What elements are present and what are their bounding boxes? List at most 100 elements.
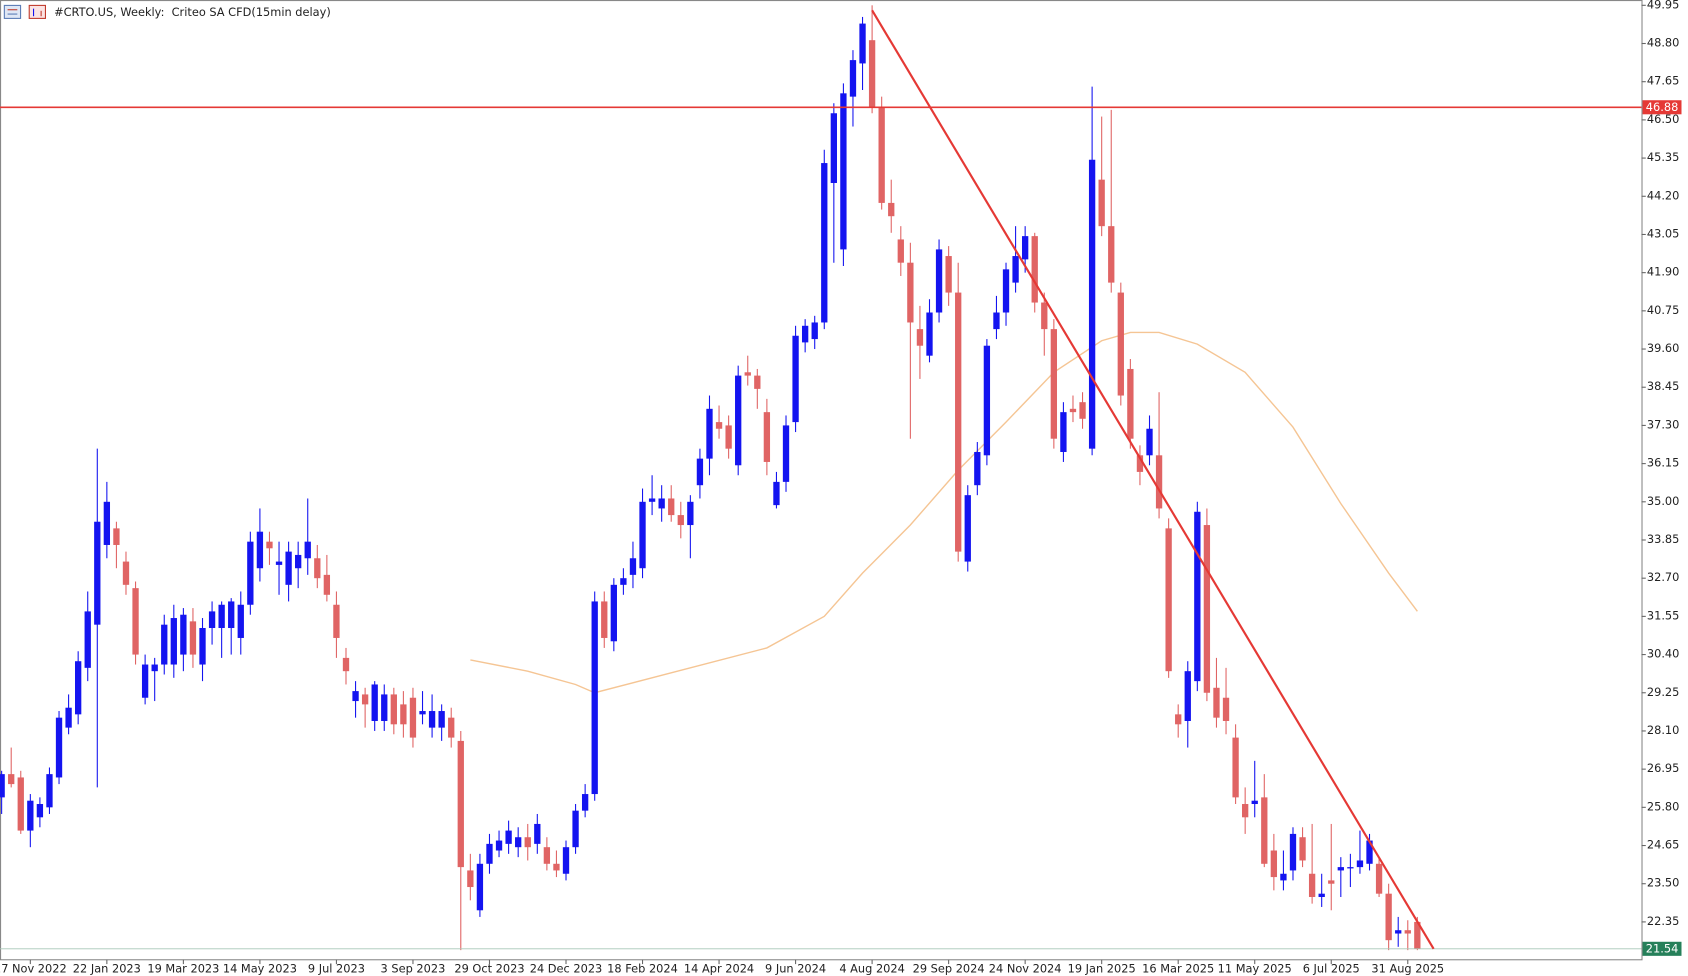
x-tick-label: 14 May 2023 — [223, 962, 297, 976]
candle-body — [314, 558, 321, 579]
candle-body — [821, 163, 828, 323]
candle-body — [955, 292, 962, 552]
candle-body — [1127, 368, 1134, 439]
last-price-label: 21.54 — [1646, 941, 1679, 955]
candle-body — [94, 521, 101, 625]
toolbar-icons[interactable] — [3, 4, 46, 19]
candle-body — [486, 843, 493, 864]
candle-body — [601, 601, 608, 638]
candle-body — [419, 711, 426, 715]
candle-body — [1050, 329, 1058, 439]
candle-body — [1366, 840, 1373, 864]
candle-body — [285, 551, 292, 585]
x-tick-label: 24 Nov 2024 — [989, 962, 1062, 976]
x-tick-label: 31 Aug 2025 — [1371, 962, 1444, 976]
candle-body — [1175, 714, 1182, 725]
candle-body — [1213, 687, 1220, 718]
candle-body — [677, 515, 684, 526]
candle-body — [75, 661, 82, 715]
x-tick-label: 9 Jun 2024 — [765, 962, 826, 976]
y-tick-label: 49.95 — [1647, 0, 1680, 11]
y-tick-label: 22.35 — [1647, 914, 1680, 928]
candle-body — [266, 541, 273, 549]
candle-body — [237, 604, 244, 638]
candle-body — [888, 202, 895, 217]
candle-body — [706, 408, 713, 459]
y-tick-label: 25.80 — [1647, 799, 1680, 813]
candle-body — [907, 262, 914, 323]
candle-body — [620, 578, 627, 585]
x-tick-label: 11 May 2025 — [1218, 962, 1292, 976]
y-tick-label: 37.30 — [1647, 417, 1680, 431]
y-tick-label: 38.45 — [1647, 379, 1680, 393]
candle-body — [916, 329, 924, 346]
y-tick-label: 41.90 — [1647, 265, 1680, 279]
x-tick-label: 29 Sep 2024 — [913, 962, 985, 976]
candle-body — [476, 863, 484, 911]
candle-body — [830, 113, 837, 183]
candle-body — [27, 800, 34, 831]
candle-body — [448, 717, 455, 738]
icon-chart[interactable] — [28, 4, 46, 19]
level-label-box — [1642, 100, 1682, 115]
y-tick-label: 47.65 — [1647, 74, 1680, 88]
last-price-box — [1642, 941, 1682, 956]
candle-body — [993, 312, 1000, 330]
candle-body — [1242, 804, 1249, 818]
candle-body — [132, 588, 139, 655]
candle-body — [668, 498, 675, 516]
candle-body — [534, 823, 541, 844]
candle-body — [715, 422, 723, 429]
candle-body — [295, 554, 302, 569]
candle-body — [1308, 873, 1316, 898]
y-tick-label: 40.75 — [1647, 303, 1680, 317]
candle-body — [467, 870, 474, 888]
candle-body — [849, 60, 857, 97]
candle-body — [983, 345, 991, 456]
candle-body — [744, 372, 751, 376]
candle-body — [792, 335, 799, 423]
candle-body — [801, 325, 809, 343]
candle-body — [1021, 236, 1029, 260]
candle-body — [1146, 428, 1153, 456]
candle-body — [304, 541, 311, 559]
x-tick-label: 29 Oct 2023 — [454, 962, 524, 976]
candle-body — [515, 837, 522, 848]
plot — [0, 5, 1642, 951]
candle-body — [1270, 850, 1278, 878]
x-tick-label: 9 Jul 2023 — [308, 962, 365, 976]
candle-body — [840, 93, 847, 250]
y-tick-label: 23.50 — [1647, 876, 1680, 890]
candle-body — [811, 322, 818, 340]
candle-body — [1031, 236, 1038, 303]
candle-body — [581, 794, 589, 811]
candle-body — [381, 694, 388, 721]
icon-list[interactable] — [3, 4, 22, 19]
y-tick-label: 30.40 — [1647, 647, 1680, 661]
candle-body — [1414, 921, 1421, 949]
candle-body — [562, 847, 570, 874]
candle-body — [199, 628, 206, 665]
candle-body — [735, 375, 742, 466]
candle-body — [141, 664, 149, 698]
candle-body — [1251, 800, 1258, 805]
candle-body — [1356, 860, 1364, 868]
candle-body — [180, 614, 187, 655]
candle-body — [457, 740, 464, 868]
candle-body — [897, 239, 904, 263]
candle-body — [1289, 833, 1297, 871]
candle-body — [228, 601, 235, 629]
candle-body — [773, 481, 780, 506]
x-tick-label: 14 Apr 2024 — [684, 962, 754, 976]
candle-body — [1060, 412, 1067, 452]
candle-body — [0, 774, 5, 798]
x-tick-label: 3 Sep 2023 — [381, 962, 446, 976]
y-tick-label: 26.95 — [1647, 761, 1680, 775]
trendline — [871, 9, 1435, 950]
y-tick-label: 45.35 — [1647, 150, 1680, 164]
candle-body — [725, 425, 732, 449]
candle-body — [1347, 867, 1354, 869]
candle-body — [553, 863, 560, 871]
